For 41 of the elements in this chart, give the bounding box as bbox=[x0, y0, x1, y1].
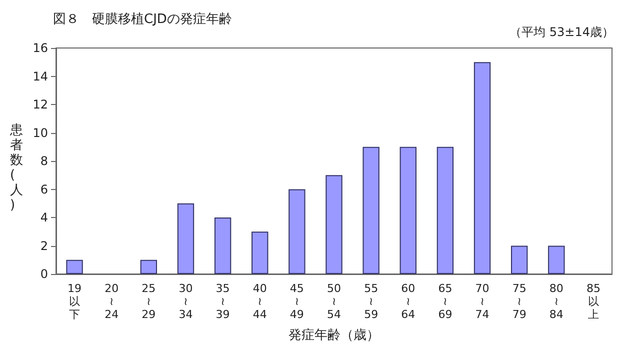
x-tick-label: 60≀64 bbox=[401, 282, 416, 321]
bar bbox=[214, 218, 232, 274]
y-tick-label: 16 bbox=[32, 41, 48, 55]
x-tick-label: 40≀44 bbox=[252, 282, 267, 321]
y-tick-label: 2 bbox=[40, 238, 48, 253]
y-tick-label: 0 bbox=[40, 267, 48, 281]
x-tick-label: 30≀34 bbox=[178, 282, 193, 321]
x-tick-label: 65≀69 bbox=[438, 282, 452, 321]
x-tick-label: 85以上 bbox=[586, 282, 600, 321]
bar bbox=[510, 246, 528, 274]
bar bbox=[288, 189, 306, 274]
bar bbox=[177, 203, 194, 274]
bar bbox=[548, 246, 565, 274]
x-tick-label: 70≀74 bbox=[475, 282, 490, 321]
chart-title: 図８ 硬膜移植CJDの発症年齢 bbox=[53, 12, 232, 27]
bar bbox=[326, 175, 342, 274]
bar bbox=[140, 260, 158, 274]
bar bbox=[362, 146, 380, 274]
y-tick-label: 12 bbox=[32, 98, 48, 112]
text: （平均 53±14歳） bbox=[510, 25, 614, 39]
x-tick-label: 35≀39 bbox=[216, 282, 230, 321]
x-tick-label: 20≀24 bbox=[104, 282, 119, 321]
x-tick-label: 45≀49 bbox=[290, 282, 304, 321]
x-tick-label: 25≀29 bbox=[142, 282, 156, 321]
bar bbox=[252, 232, 268, 274]
y-tick-label: 14 bbox=[32, 69, 48, 84]
y-tick-label: 10 bbox=[32, 126, 48, 140]
x-axis-title: 発症年齢（歳） bbox=[288, 328, 380, 343]
bar bbox=[436, 146, 454, 274]
x-tick-label: 75≀79 bbox=[512, 282, 526, 321]
x-tick-label: 80≀84 bbox=[549, 282, 564, 321]
y-tick-label: 6 bbox=[40, 182, 48, 196]
y-tick-label: 4 bbox=[40, 210, 48, 224]
x-tick-label: 50≀54 bbox=[327, 282, 341, 321]
bar bbox=[400, 146, 416, 274]
bar bbox=[66, 260, 83, 274]
y-axis-title: 患者数(人) bbox=[9, 123, 23, 213]
x-tick-label: 19以下 bbox=[68, 282, 82, 321]
x-tick-label: 55≀59 bbox=[364, 282, 378, 321]
bar bbox=[474, 62, 491, 274]
y-tick-label: 8 bbox=[40, 154, 48, 168]
